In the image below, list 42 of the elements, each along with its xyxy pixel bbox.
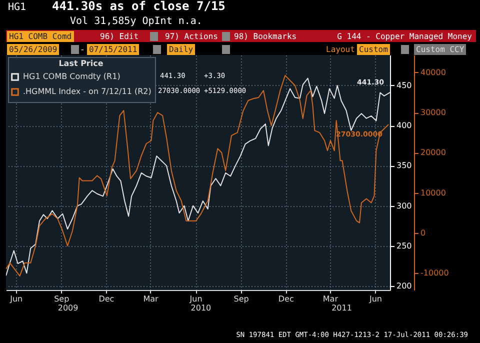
x-tick-label: Mar	[143, 294, 160, 304]
legend-label: HG1 COMB Comdty (R1)	[23, 72, 120, 81]
text: Daily	[167, 44, 196, 55]
y-tick-label: 450	[396, 80, 412, 90]
y-tick-label: 400	[396, 121, 412, 130]
y-tick-label: 300	[396, 201, 412, 210]
x-tick-label: Sep	[54, 294, 70, 304]
legend-label: .HGMML Index - on 7/12/11 (R2)	[23, 87, 152, 96]
y2-tick-label: 0	[420, 228, 426, 238]
y2-tick-label: -10000	[420, 268, 449, 278]
text: Custom	[357, 44, 390, 55]
y-tick-label: 250	[396, 241, 412, 250]
legend-title: Last Price	[58, 59, 104, 68]
x-tick-label: Mar	[322, 294, 339, 304]
x-tick-label: Jun	[9, 294, 23, 304]
x2-tick-label: 2009	[58, 304, 78, 312]
text: 07/15/2011	[87, 44, 140, 55]
y2-tick-label: 30000	[420, 108, 446, 118]
text: -	[80, 44, 85, 55]
x-tick-label: Sep	[234, 294, 249, 304]
y2-tick-label: 40000	[420, 68, 446, 77]
x2-tick-label: 2011	[332, 304, 352, 312]
text: 05/26/2009	[7, 44, 60, 55]
x-tick-label: Jun	[368, 294, 382, 304]
text: 97) Actions	[165, 31, 218, 42]
x2-tick-label: 2010	[190, 304, 212, 312]
x-tick-label: Dec	[278, 294, 294, 304]
y2-tick-label: 10000	[420, 188, 446, 198]
text: 96) Edit	[100, 31, 139, 42]
text: Layout	[326, 44, 355, 55]
text: HG1	[8, 2, 26, 13]
x-tick-label: Jun	[188, 294, 202, 304]
text: 98) Bookmarks	[234, 31, 297, 42]
y2-tick-label: 20000	[420, 148, 446, 158]
text: Vol 31,585y OpInt n.a.	[70, 16, 202, 27]
text: 441.30s as of close 7/15	[52, 0, 226, 13]
x-tick-label: Dec	[98, 294, 114, 304]
y-tick-label: 200	[396, 281, 412, 290]
text: HG1 COMB Comd	[7, 31, 74, 42]
text: Custom CCY	[414, 44, 466, 55]
chart-title: G 144 - Copper Managed Money	[337, 31, 472, 42]
y-tick-label: 350	[396, 161, 412, 170]
